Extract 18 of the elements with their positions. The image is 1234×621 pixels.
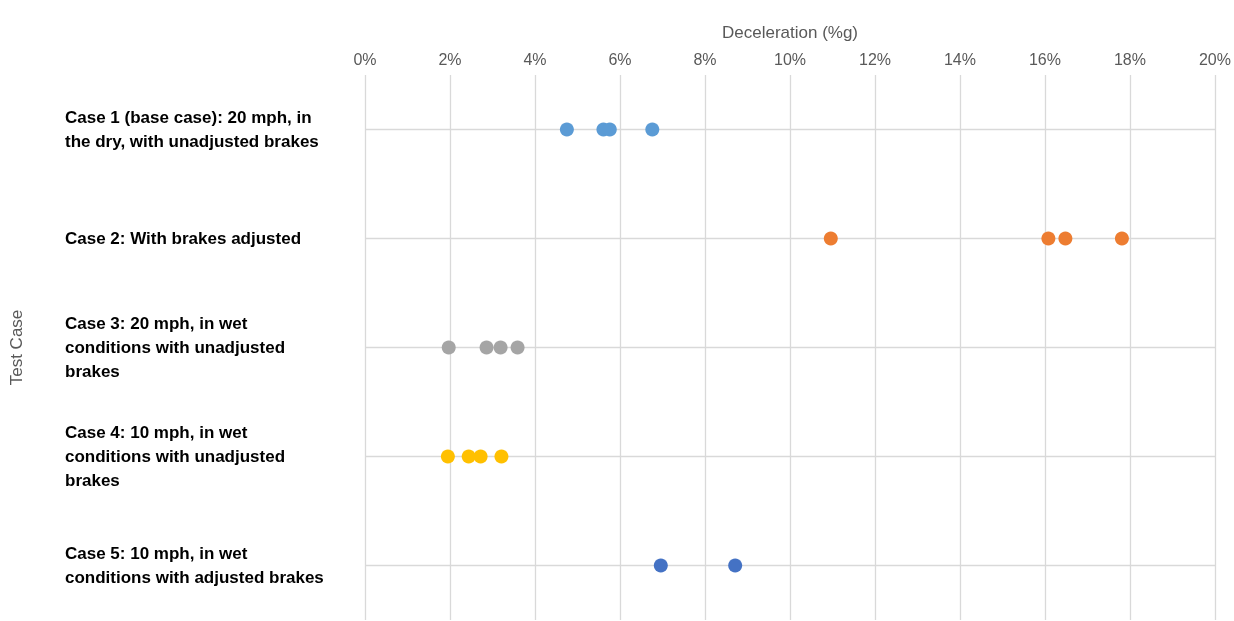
x-tick-label: 10%: [773, 50, 807, 68]
x-axis-title: Deceleration (%g): [721, 23, 859, 42]
x-tick-label: 0%: [353, 50, 377, 68]
y-tick-label: Case 2: With brakes adjusted: [65, 229, 302, 248]
x-tick-label: 8%: [693, 50, 717, 68]
y-axis-title: Test Case: [7, 309, 26, 386]
x-tick-label: 12%: [858, 50, 892, 68]
x-tick-label: 16%: [1028, 50, 1062, 68]
x-tick-label: 20%: [1198, 50, 1231, 68]
x-tick-label: 2%: [438, 50, 462, 68]
x-tick-label: 14%: [943, 50, 977, 68]
x-tick-label: 18%: [1113, 50, 1147, 68]
y-tick-label: Case 5: 10 mph, in wet conditions with adjusted brakes: [65, 544, 324, 587]
y-tick-label: Case 4: 10 mph, in wet conditions with unadjusted brakes: [65, 423, 290, 490]
x-tick-label: 4%: [523, 50, 547, 68]
x-tick-label: 6%: [608, 50, 632, 68]
y-tick-label: Case 3: 20 mph, in wet conditions with unadjusted brakes: [65, 314, 290, 381]
y-tick-label: Case 1 (base case): 20 mph, in the dry, with unadjusted brakes: [65, 108, 319, 151]
